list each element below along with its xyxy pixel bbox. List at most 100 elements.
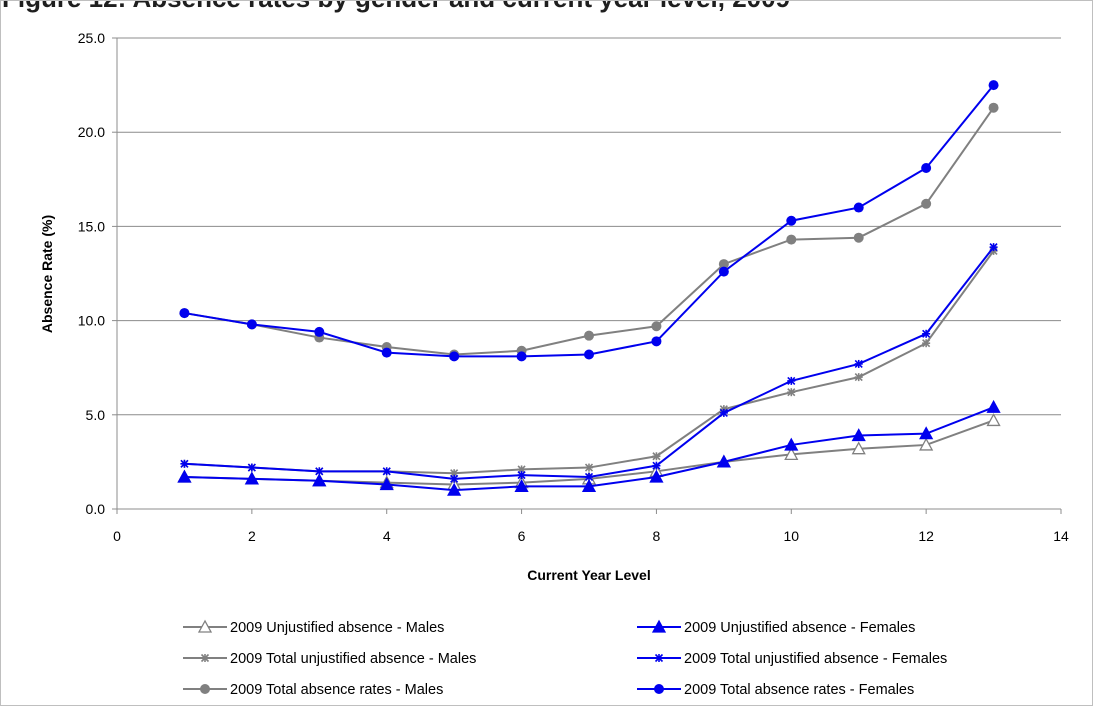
data-point [179,308,190,319]
data-point [581,479,597,493]
legend-marker [197,619,213,633]
data-point [784,437,799,451]
legend-label: 2009 Unjustified absence - Males [230,620,444,636]
data-point [584,330,594,341]
data-point [919,437,934,451]
data-point [247,463,256,472]
series-group [177,80,1001,496]
x-tick-label: 2 [248,528,256,544]
series-line [184,250,995,475]
data-point [651,321,662,332]
data-point [853,232,864,243]
series-3 [180,246,998,478]
legend-marker [651,619,667,633]
data-point [382,467,391,476]
legend-item: 2009 Unjustified absence - Males [183,619,444,636]
legend-marker [654,653,664,663]
data-point [787,376,796,385]
legend-marker [200,653,210,663]
series-line [184,246,995,480]
legend-label: 2009 Total unjustified absence - Females [684,651,947,667]
data-point [851,428,866,442]
legend-item: 2009 Unjustified absence - Females [637,619,915,636]
legend: 2009 Unjustified absence - Males 2009 Unj… [183,619,947,698]
data-point [921,162,932,173]
data-point [989,243,998,252]
gridlines [117,37,1061,510]
series-6 [179,80,999,362]
y-axis-label: Absence Rate (%) [39,215,55,333]
legend-label: 2009 Total absence rates - Females [684,682,914,698]
data-point [584,349,594,360]
data-point [786,215,797,226]
data-point [246,319,257,330]
y-tick-label: 20.0 [78,124,105,140]
legend-marker [654,684,664,694]
data-point [517,471,526,480]
legend-item: 2009 Total absence rates - Males [183,682,443,698]
legend-item: 2009 Total absence rates - Females [637,682,914,698]
data-point [988,102,999,113]
data-point [315,467,324,476]
data-point [786,234,797,245]
data-point [651,336,662,347]
data-point [584,472,594,482]
data-point [379,477,394,491]
x-tick-label: 14 [1053,528,1069,544]
data-point [784,447,799,461]
x-axis-label: Current Year Level [527,567,650,583]
data-point [180,459,189,468]
x-tick-label: 4 [383,528,391,544]
data-point [449,351,460,362]
data-point [921,198,932,209]
data-point [986,399,1001,413]
legend-item: 2009 Total unjustified absence - Males [183,651,476,667]
legend-label: 2009 Total unjustified absence - Males [230,651,476,667]
page-title: Figure 12: Absence rates by gender and c… [2,0,790,14]
data-point [716,454,731,468]
data-point [381,347,392,358]
y-tick-label: 25.0 [78,30,105,46]
data-point [718,259,729,270]
y-tick-label: 0.0 [86,501,106,517]
legend-label: 2009 Unjustified absence - Females [684,620,915,636]
data-point [986,413,1001,427]
data-point [177,469,192,483]
legend-label: 2009 Total absence rates - Males [230,682,443,698]
y-tick-label: 15.0 [78,218,105,234]
series-2 [177,399,1001,496]
series-line [184,107,995,356]
data-point [718,266,729,277]
data-point [516,351,527,362]
data-point [244,471,259,485]
data-point [851,441,866,455]
axes [112,37,1062,514]
data-point [988,80,999,91]
data-point [447,482,462,496]
data-point [514,479,529,493]
legend-item: 2009 Total unjustified absence - Females [637,651,947,667]
data-point [314,326,325,337]
y-tick-labels: 0.0 5.0 10.0 15.0 20.0 25.0 [78,30,105,517]
x-tick-label: 12 [918,528,934,544]
series-line [184,84,995,358]
x-tick-labels: 0 2 4 6 8 10 12 14 [113,528,1069,544]
y-tick-label: 10.0 [78,313,105,329]
data-point [853,202,864,213]
data-point [652,452,661,461]
x-tick-label: 10 [783,528,799,544]
y-tick-label: 5.0 [86,407,106,423]
data-point [719,408,728,417]
data-point [854,373,863,382]
data-point [584,463,594,472]
data-point [652,461,661,470]
data-point [787,388,796,397]
x-tick-label: 6 [518,528,526,544]
data-point [854,359,863,368]
x-tick-label: 0 [113,528,121,544]
data-point [922,339,931,348]
data-point [450,474,459,483]
x-tick-label: 8 [653,528,661,544]
legend-marker [200,684,210,694]
